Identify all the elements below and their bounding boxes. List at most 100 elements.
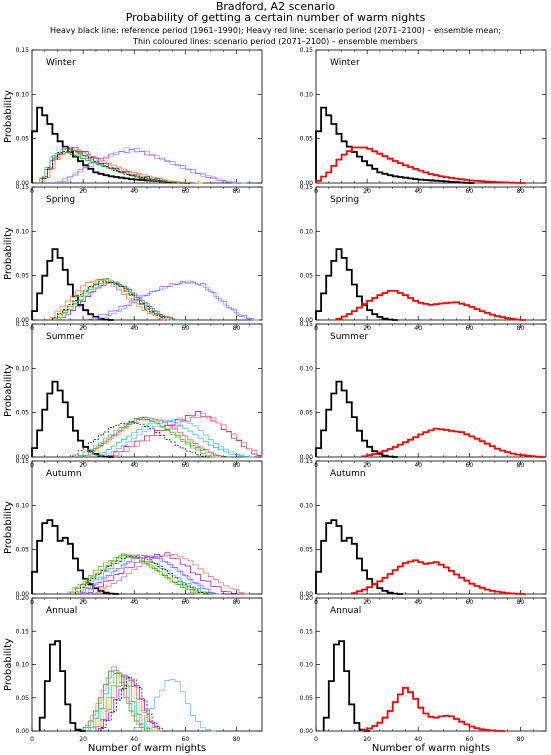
x-tick-label: 20 bbox=[363, 188, 371, 195]
y-tick-label: 0.15 bbox=[300, 458, 314, 465]
y-tick-label: 0.15 bbox=[300, 47, 314, 54]
y-tick-label: 0.10 bbox=[300, 228, 314, 235]
x-tick-label: 0 bbox=[314, 736, 318, 743]
panel-label: Annual bbox=[46, 606, 77, 616]
x-tick-label: 60 bbox=[466, 325, 474, 332]
legend-note-1: Heavy black line: reference period (1961… bbox=[50, 26, 501, 35]
x-tick-label: 60 bbox=[182, 188, 190, 195]
ensemble-member-series bbox=[44, 149, 183, 184]
y-tick-label: 0.00 bbox=[16, 591, 30, 598]
plot-frame bbox=[315, 323, 547, 458]
panel-label: Annual bbox=[330, 606, 361, 616]
y-tick-label: 0.05 bbox=[16, 273, 30, 280]
y-tick-label: 0.05 bbox=[300, 547, 314, 554]
ensemble-member-series bbox=[85, 666, 147, 732]
ensemble-member-series bbox=[62, 149, 237, 184]
y-tick-label: 0.05 bbox=[16, 136, 30, 143]
x-tick-label: 20 bbox=[363, 325, 371, 332]
y-tick-label: 0.00 bbox=[300, 317, 314, 324]
ensemble-member-series bbox=[41, 148, 176, 184]
ensemble-member-series bbox=[95, 554, 250, 595]
x-tick-label: 60 bbox=[466, 736, 474, 743]
ensemble-member-series bbox=[85, 416, 224, 458]
y-tick-label: 0.15 bbox=[300, 628, 314, 635]
y-tick-label: 0.00 bbox=[300, 591, 314, 598]
x-tick-label: 40 bbox=[130, 736, 138, 743]
x-tick-label: 40 bbox=[130, 188, 138, 195]
y-tick-label: 0.20 bbox=[16, 595, 30, 602]
ensemble-member-series bbox=[133, 679, 216, 732]
x-tick-label: 40 bbox=[130, 599, 138, 606]
plot-frame bbox=[31, 49, 263, 184]
x-tick-label: 60 bbox=[466, 188, 474, 195]
ensemble-member-series bbox=[87, 417, 222, 458]
reference-series bbox=[31, 106, 191, 184]
x-tick-label: 20 bbox=[79, 599, 87, 606]
x-tick-label: 20 bbox=[363, 599, 371, 606]
reference-series bbox=[315, 380, 398, 458]
y-tick-label: 0.05 bbox=[300, 273, 314, 280]
y-axis-label: Probability bbox=[3, 501, 14, 554]
y-axis-label: Probability bbox=[3, 90, 14, 143]
x-tick-label: 80 bbox=[517, 599, 525, 606]
reference-series bbox=[31, 519, 119, 595]
ensemble-member-series bbox=[52, 281, 170, 321]
y-tick-label: 0.10 bbox=[16, 91, 30, 98]
y-tick-label: 0.05 bbox=[16, 547, 30, 554]
y-tick-label: 0.15 bbox=[16, 184, 30, 191]
y-tick-label: 0.00 bbox=[16, 454, 30, 461]
x-tick-label: 40 bbox=[414, 462, 422, 469]
ensemble-member-series bbox=[72, 420, 211, 458]
ensemble-member-series bbox=[59, 282, 178, 321]
ensemble-mean-series bbox=[350, 559, 526, 595]
ensemble-member-series bbox=[69, 553, 214, 595]
y-tick-label: 0.05 bbox=[300, 410, 314, 417]
panel-label: Winter bbox=[330, 58, 360, 68]
x-tick-label: 20 bbox=[79, 462, 87, 469]
y-tick-label: 0.05 bbox=[16, 695, 30, 702]
panel-label: Spring bbox=[330, 195, 359, 205]
x-tick-label: 20 bbox=[363, 736, 371, 743]
ensemble-mean-series bbox=[361, 686, 506, 732]
y-tick-label: 0.10 bbox=[16, 502, 30, 509]
y-tick-label: 0.10 bbox=[16, 365, 30, 372]
y-tick-label: 0.00 bbox=[300, 728, 314, 735]
x-tick-label: 80 bbox=[233, 736, 241, 743]
y-axis-label: Probability bbox=[3, 638, 14, 691]
y-tick-label: 0.05 bbox=[16, 410, 30, 417]
panel-label: Summer bbox=[46, 332, 84, 342]
y-tick-label: 0.10 bbox=[300, 365, 314, 372]
ensemble-mean-series bbox=[361, 427, 546, 458]
plot-frame bbox=[315, 186, 547, 321]
x-tick-label: 40 bbox=[130, 462, 138, 469]
y-tick-label: 0.10 bbox=[300, 502, 314, 509]
y-tick-label: 0.15 bbox=[300, 184, 314, 191]
ensemble-member-series bbox=[87, 281, 257, 321]
x-tick-label: 80 bbox=[233, 462, 241, 469]
y-tick-label: 0.05 bbox=[300, 136, 314, 143]
plot-frame bbox=[31, 186, 263, 321]
y-tick-label: 0.10 bbox=[16, 662, 30, 669]
x-tick-label: 20 bbox=[79, 325, 87, 332]
y-tick-label: 0.15 bbox=[16, 628, 30, 635]
ensemble-member-series bbox=[95, 674, 163, 732]
x-tick-label: 80 bbox=[233, 188, 241, 195]
figure-subtitle: Probability of getting a certain number … bbox=[125, 11, 426, 24]
ensemble-mean-series bbox=[315, 146, 526, 184]
x-tick-label: 20 bbox=[363, 462, 371, 469]
ensemble-member-series bbox=[67, 554, 201, 595]
ensemble-member-series bbox=[77, 418, 216, 458]
x-axis-label: Number of warm nights bbox=[88, 743, 206, 754]
plot-frame bbox=[31, 460, 263, 595]
ensemble-member-series bbox=[98, 676, 165, 732]
x-tick-label: 80 bbox=[517, 736, 525, 743]
panel-label: Autumn bbox=[330, 469, 366, 479]
y-tick-label: 0.10 bbox=[16, 228, 30, 235]
y-tick-label: 0.05 bbox=[300, 695, 314, 702]
x-tick-label: 40 bbox=[414, 188, 422, 195]
y-tick-label: 0.00 bbox=[16, 728, 30, 735]
y-tick-label: 0.15 bbox=[16, 458, 30, 465]
ensemble-member-series bbox=[95, 419, 250, 458]
x-tick-label: 80 bbox=[517, 325, 525, 332]
